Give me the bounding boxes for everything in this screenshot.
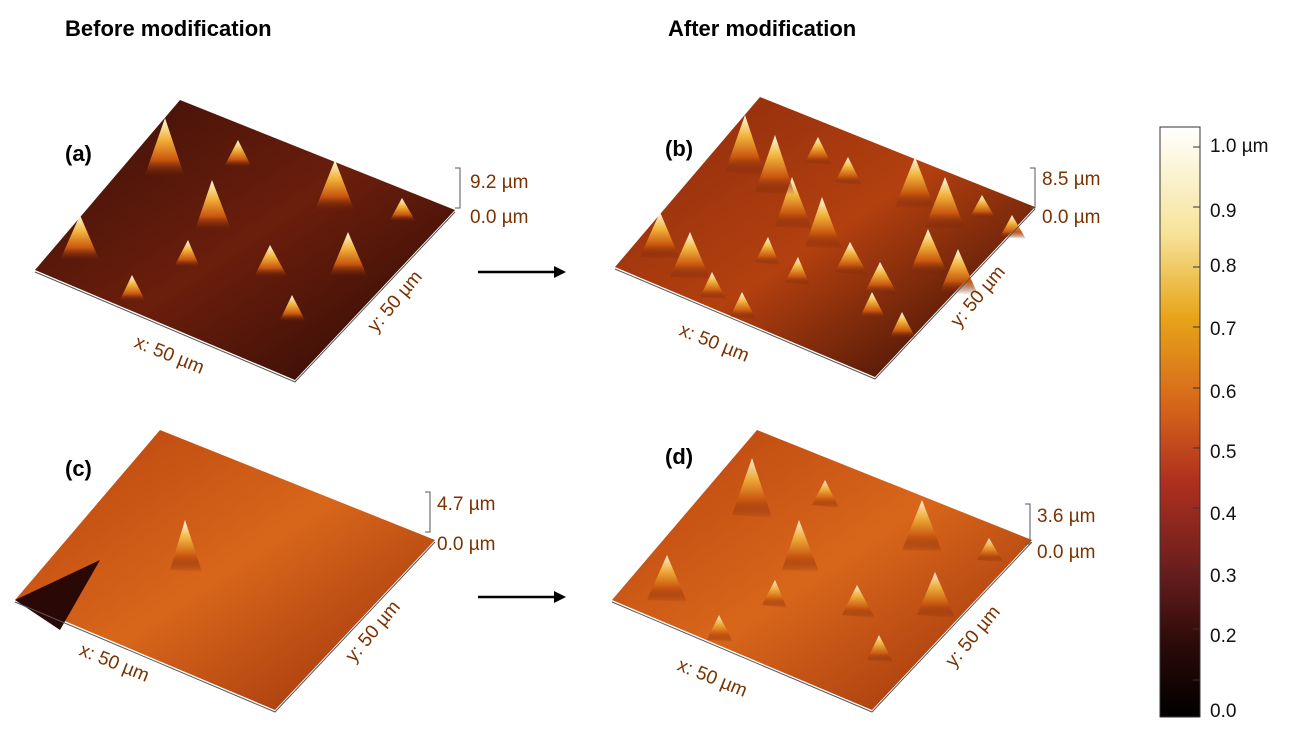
z-bracket bbox=[1030, 168, 1035, 208]
z-max: 9.2 µm bbox=[470, 172, 528, 193]
z-min: 0.0 µm bbox=[470, 207, 528, 228]
x-axis-label: x: 50 µm bbox=[674, 655, 750, 702]
z-max: 3.6 µm bbox=[1037, 506, 1095, 527]
colorbar-label: 0.0 bbox=[1210, 701, 1236, 722]
colorbar-label: 0.9 bbox=[1210, 201, 1236, 222]
panel-a: (a) 9.2 µm 0.0 µm x: 50 µm y: 50 µm bbox=[35, 100, 528, 382]
panel-b: (b) 8.5 µm 0.0 µm x: 50 µm y: 50 µm bbox=[615, 97, 1100, 379]
header-before: Before modification bbox=[65, 16, 272, 41]
arrow bbox=[478, 591, 566, 603]
colorbar-label: 1.0 µm bbox=[1210, 136, 1268, 157]
arrow bbox=[478, 266, 566, 278]
panel-label: (b) bbox=[665, 136, 693, 161]
panel-label: (c) bbox=[65, 456, 92, 481]
panel-d: (d) 3.6 µm 0.0 µm x: 50 µm y: 50 µm bbox=[612, 430, 1095, 712]
colorbar-label: 0.8 bbox=[1210, 256, 1236, 277]
z-bracket bbox=[425, 492, 430, 532]
panel-label: (a) bbox=[65, 141, 92, 166]
colorbar-label: 0.3 bbox=[1210, 566, 1236, 587]
colorbar-label: 0.2 bbox=[1210, 626, 1236, 647]
colorbar-label: 0.7 bbox=[1210, 319, 1236, 340]
colorbar: 1.0 µm 0.9 0.8 0.7 0.6 0.5 0.4 0.3 0.2 0… bbox=[1160, 127, 1268, 722]
colorbar-label: 0.5 bbox=[1210, 442, 1236, 463]
z-min: 0.0 µm bbox=[1037, 542, 1095, 563]
panel-label: (d) bbox=[665, 444, 693, 469]
x-axis-label: x: 50 µm bbox=[676, 320, 752, 367]
figure: Before modification After modification (… bbox=[0, 0, 1298, 738]
x-axis-label: x: 50 µm bbox=[131, 332, 207, 379]
surface bbox=[35, 100, 455, 380]
z-min: 0.0 µm bbox=[1042, 207, 1100, 228]
surface bbox=[612, 430, 1032, 710]
z-min: 0.0 µm bbox=[437, 534, 495, 555]
z-max: 4.7 µm bbox=[437, 494, 495, 515]
panel-c: (c) 4.7 µm 0.0 µm x: 50 µm y: 50 µm bbox=[15, 430, 495, 712]
header-after: After modification bbox=[668, 16, 856, 41]
z-bracket bbox=[455, 168, 460, 208]
z-max: 8.5 µm bbox=[1042, 169, 1100, 190]
colorbar-label: 0.4 bbox=[1210, 504, 1237, 525]
colorbar-label: 0.6 bbox=[1210, 382, 1236, 403]
